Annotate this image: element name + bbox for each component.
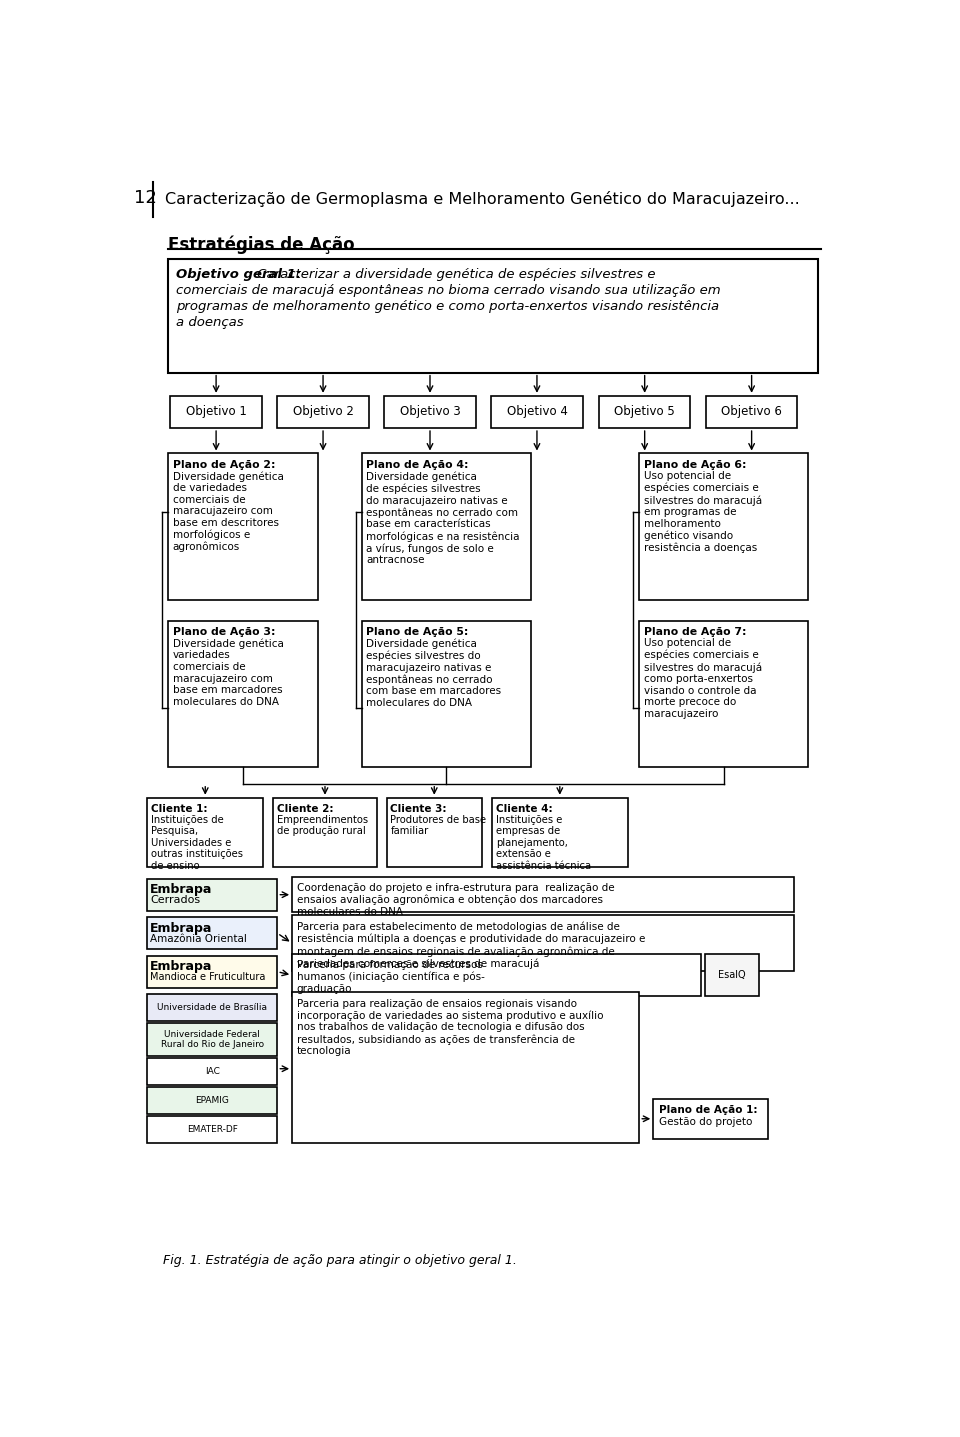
Text: Diversidade genética
de variedades
comerciais de
maracujazeiro com
base em descr: Diversidade genética de variedades comer… [173, 471, 283, 552]
FancyBboxPatch shape [147, 878, 277, 911]
Text: Estratégias de Ação: Estratégias de Ação [168, 236, 354, 254]
Text: 12: 12 [134, 190, 156, 207]
Text: a doenças: a doenças [176, 316, 244, 329]
Text: Caracterizar a diversidade genética de espécies silvestres e: Caracterizar a diversidade genética de e… [253, 267, 656, 280]
Text: Plano de Ação 2:: Plano de Ação 2: [173, 460, 276, 470]
Text: Coordenação do projeto e infra-estrutura para  realização de
ensaios avaliação a: Coordenação do projeto e infra-estrutura… [297, 884, 614, 917]
FancyBboxPatch shape [147, 1023, 277, 1056]
FancyBboxPatch shape [147, 1117, 277, 1144]
Text: Plano de Ação 3:: Plano de Ação 3: [173, 627, 276, 637]
Text: Mandioca e Fruticultura: Mandioca e Fruticultura [150, 973, 266, 983]
Text: Cliente 3:: Cliente 3: [391, 803, 447, 813]
Text: Parceria para formação de recursos
humanos (iniciação científica e pós-
graduaçã: Parceria para formação de recursos human… [297, 960, 485, 994]
Text: Produtores de base
familiar: Produtores de base familiar [391, 815, 487, 836]
Text: Cliente 4:: Cliente 4: [496, 803, 553, 813]
FancyBboxPatch shape [706, 954, 759, 996]
Text: EMATER-DF: EMATER-DF [187, 1125, 238, 1134]
Text: Parceria para estabelecimento de metodologias de análise de
resistência múltipla: Parceria para estabelecimento de metodol… [297, 921, 645, 969]
Text: Objetivo 3: Objetivo 3 [399, 405, 461, 418]
Text: Embrapa: Embrapa [150, 960, 212, 973]
FancyBboxPatch shape [170, 395, 262, 428]
FancyBboxPatch shape [362, 621, 531, 767]
FancyBboxPatch shape [147, 994, 277, 1020]
FancyBboxPatch shape [147, 917, 277, 950]
FancyBboxPatch shape [168, 621, 318, 767]
Text: Cliente 1:: Cliente 1: [151, 803, 207, 813]
FancyBboxPatch shape [599, 395, 690, 428]
FancyBboxPatch shape [653, 1099, 768, 1138]
Text: Objetivo 2: Objetivo 2 [293, 405, 353, 418]
FancyBboxPatch shape [147, 1088, 277, 1114]
Text: EsalQ: EsalQ [718, 970, 746, 980]
Text: Uso potencial de
espécies comerciais e
silvestres do maracujá
como porta-enxerto: Uso potencial de espécies comerciais e s… [644, 638, 762, 718]
Text: Objetivo 1: Objetivo 1 [185, 405, 247, 418]
FancyBboxPatch shape [292, 915, 794, 971]
Text: IAC: IAC [204, 1066, 220, 1076]
Text: Plano de Ação 5:: Plano de Ação 5: [367, 627, 468, 637]
FancyBboxPatch shape [274, 798, 376, 867]
Text: Instituições e
empresas de
planejamento,
extensão e
assistência técnica: Instituições e empresas de planejamento,… [496, 815, 591, 871]
Text: Instituições de
Pesquisa,
Universidades e
outras instituições
de ensino: Instituições de Pesquisa, Universidades … [151, 815, 243, 871]
Text: Embrapa: Embrapa [150, 884, 212, 897]
Text: programas de melhoramento genético e como porta-enxertos visando resistência: programas de melhoramento genético e com… [176, 300, 719, 313]
FancyBboxPatch shape [292, 954, 701, 996]
FancyBboxPatch shape [147, 798, 263, 867]
FancyBboxPatch shape [168, 454, 318, 599]
FancyBboxPatch shape [706, 395, 798, 428]
FancyBboxPatch shape [639, 621, 808, 767]
Text: Empreendimentos
de produção rural: Empreendimentos de produção rural [277, 815, 369, 836]
Text: Plano de Ação 4:: Plano de Ação 4: [367, 460, 468, 470]
FancyBboxPatch shape [147, 956, 277, 987]
Text: Plano de Ação 1:: Plano de Ação 1: [660, 1105, 757, 1115]
Text: Universidade Federal
Rural do Rio de Janeiro: Universidade Federal Rural do Rio de Jan… [160, 1030, 264, 1049]
Text: Plano de Ação 6:: Plano de Ação 6: [644, 460, 747, 470]
FancyBboxPatch shape [147, 1058, 277, 1085]
Text: Amazônia Oriental: Amazônia Oriental [150, 934, 247, 944]
Text: Universidade de Brasília: Universidade de Brasília [157, 1003, 267, 1012]
FancyBboxPatch shape [384, 395, 476, 428]
FancyBboxPatch shape [292, 877, 794, 912]
Text: Objetivo 6: Objetivo 6 [721, 405, 782, 418]
Text: Diversidade genética
de espécies silvestres
do maracujazeiro nativas e
espontâne: Diversidade genética de espécies silvest… [367, 471, 520, 565]
Text: Cerrados: Cerrados [150, 895, 201, 905]
Text: Cliente 2:: Cliente 2: [277, 803, 334, 813]
Text: Plano de Ação 7:: Plano de Ação 7: [644, 627, 747, 637]
Text: Uso potencial de
espécies comerciais e
silvestres do maracujá
em programas de
me: Uso potencial de espécies comerciais e s… [644, 471, 762, 553]
FancyBboxPatch shape [277, 395, 369, 428]
FancyBboxPatch shape [492, 798, 628, 867]
Text: Objetivo geral 1:: Objetivo geral 1: [176, 267, 300, 280]
Text: Embrapa: Embrapa [150, 921, 212, 934]
FancyBboxPatch shape [362, 454, 531, 599]
FancyBboxPatch shape [387, 798, 482, 867]
Text: Objetivo 4: Objetivo 4 [507, 405, 567, 418]
Text: Diversidade genética
variedades
comerciais de
maracujazeiro com
base em marcador: Diversidade genética variedades comercia… [173, 638, 283, 707]
Text: Caracterização de Germoplasma e Melhoramento Genético do Maracujazeiro...: Caracterização de Germoplasma e Melhoram… [165, 191, 800, 207]
FancyBboxPatch shape [292, 993, 639, 1144]
Text: Parceria para realização de ensaios regionais visando
incorporação de variedades: Parceria para realização de ensaios regi… [297, 999, 603, 1056]
Text: Diversidade genética
espécies silvestres do
maracujazeiro nativas e
espontâneas : Diversidade genética espécies silvestres… [367, 638, 501, 708]
FancyBboxPatch shape [168, 259, 818, 372]
Text: EPAMIG: EPAMIG [195, 1096, 229, 1105]
FancyBboxPatch shape [492, 395, 583, 428]
Text: Objetivo 5: Objetivo 5 [614, 405, 675, 418]
Text: Gestão do projeto: Gestão do projeto [660, 1117, 753, 1127]
Text: comerciais de maracujá espontâneas no bioma cerrado visando sua utilização em: comerciais de maracujá espontâneas no bi… [176, 285, 720, 297]
FancyBboxPatch shape [639, 454, 808, 599]
Text: Fig. 1. Estratégia de ação para atingir o objetivo geral 1.: Fig. 1. Estratégia de ação para atingir … [162, 1255, 516, 1267]
